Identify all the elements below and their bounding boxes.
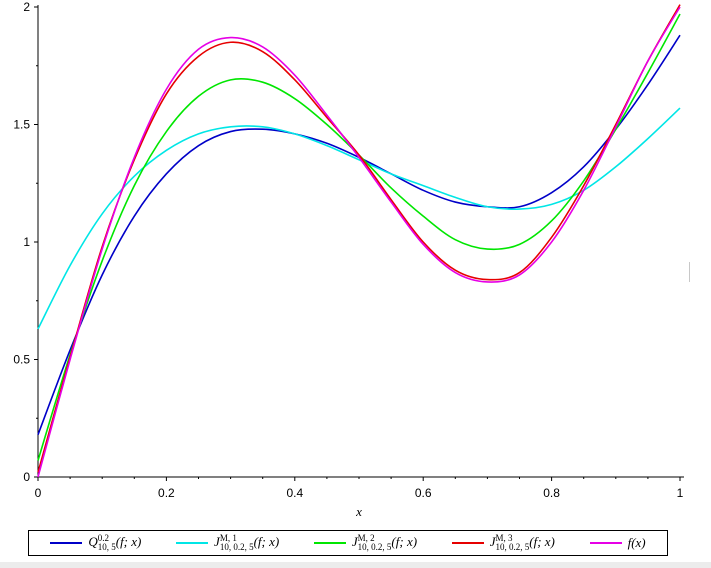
legend-swatch <box>589 542 622 544</box>
legend-swatch <box>176 541 209 544</box>
legend-label: f(x) <box>627 535 646 550</box>
legend-label: J M, 2 10, 0.2, 5 (f; x) <box>351 533 418 552</box>
series-q-line <box>37 34 681 435</box>
legend-item-q: Q 0.2 10, 5 (f; x) <box>50 534 141 552</box>
chart-plot: 0 0.2 0.4 0.6 0.8 1 0 0.5 1 1.5 2 x <box>13 0 684 519</box>
bottom-strip <box>0 562 711 568</box>
x-tick-label: 0.4 <box>286 486 303 500</box>
legend-swatch <box>50 541 83 544</box>
x-tick-label: 0.6 <box>415 486 432 500</box>
legend: Q 0.2 10, 5 (f; x) J M, 1 10, 0.2, 5 (f; x) J M, … <box>28 530 668 556</box>
y-tick-label: 2 <box>23 0 30 14</box>
legend-label: Q 0.2 10, 5 (f; x) <box>88 533 142 552</box>
legend-swatch <box>313 541 346 544</box>
x-tick-label: 1 <box>677 486 684 500</box>
legend-item-f: f(x) <box>589 535 646 551</box>
series-layer <box>37 4 681 478</box>
y-tick-label: 0 <box>23 470 30 484</box>
series-jm2-line <box>37 13 681 461</box>
series-jm3-line <box>37 4 681 473</box>
y-tick-label: 0.5 <box>13 353 30 367</box>
x-axis-title: x <box>355 504 362 519</box>
legend-item-jm3: J M, 3 10, 0.2, 5 (f; x) <box>451 533 555 552</box>
series-jm1-line <box>37 107 681 330</box>
legend-label: J M, 1 10, 0.2, 5 (f; x) <box>214 533 280 552</box>
legend-swatch <box>451 541 484 544</box>
legend-label: J M, 3 10, 0.2, 5 (f; x) <box>489 533 555 552</box>
series-f-line <box>37 6 681 478</box>
x-tick-label: 0 <box>35 486 42 500</box>
axes: 0 0.2 0.4 0.6 0.8 1 0 0.5 1 1.5 2 <box>13 0 684 500</box>
y-tick-label: 1 <box>23 235 30 249</box>
y-tick-label: 1.5 <box>13 118 30 132</box>
legend-item-jm2: J M, 2 10, 0.2, 5 (f; x) <box>313 533 418 552</box>
legend-item-jm1: J M, 1 10, 0.2, 5 (f; x) <box>176 534 279 552</box>
edge-mark <box>689 262 690 282</box>
x-tick-label: 0.8 <box>543 486 560 500</box>
x-tick-label: 0.2 <box>158 486 175 500</box>
